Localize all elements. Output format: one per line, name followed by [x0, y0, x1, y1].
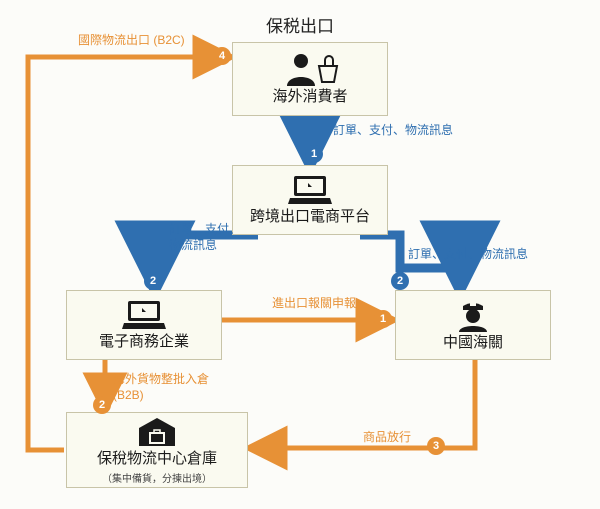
warehouse-icon	[137, 416, 177, 448]
edge-num-e2a: 2	[391, 272, 409, 290]
officer-icon	[453, 298, 493, 332]
node-consumer: 海外消費者	[232, 42, 388, 116]
consumer-icon	[281, 52, 339, 86]
edge-label-e2a: 訂單、支付、物流訊息	[408, 247, 528, 263]
node-label: 保稅物流中心倉庫	[97, 450, 217, 468]
edge-label-e2b: 訂單、支付、 物流訊息	[169, 222, 241, 253]
laptop-icon	[120, 299, 168, 331]
edge-label-e5: 海外貨物整批入倉 (B2B)	[113, 372, 209, 403]
edge-label-e1: 訂單、支付、物流訊息	[333, 123, 453, 139]
edge-label-e4: 商品放行	[363, 430, 411, 446]
page-title: 保税出口	[0, 0, 600, 37]
node-bonded: 保稅物流中心倉庫 （集中備貨，分揀出境）	[66, 412, 248, 488]
node-label: 中國海關	[443, 334, 503, 352]
edge-num-e5: 2	[93, 396, 111, 414]
edge-label-e6: 國際物流出口 (B2C)	[78, 33, 185, 49]
edge-num-e2b: 2	[144, 272, 162, 290]
node-label: 海外消費者	[272, 88, 347, 106]
node-customs: 中國海關	[395, 290, 551, 360]
node-ebiz: 電子商務企業	[66, 290, 222, 360]
node-label: 電子商務企業	[99, 333, 189, 351]
edge-num-e4: 3	[427, 437, 445, 455]
edge-num-e6: 4	[213, 47, 231, 65]
edge-label-e3: 進出口報關申報	[272, 296, 356, 312]
node-sublabel: （集中備貨，分揀出境）	[102, 470, 212, 485]
edge-num-e1: 1	[305, 145, 323, 163]
laptop-icon	[286, 174, 334, 206]
node-label: 跨境出口電商平台	[250, 208, 370, 226]
edge-num-e3: 1	[374, 310, 392, 328]
node-platform: 跨境出口電商平台	[232, 165, 388, 235]
